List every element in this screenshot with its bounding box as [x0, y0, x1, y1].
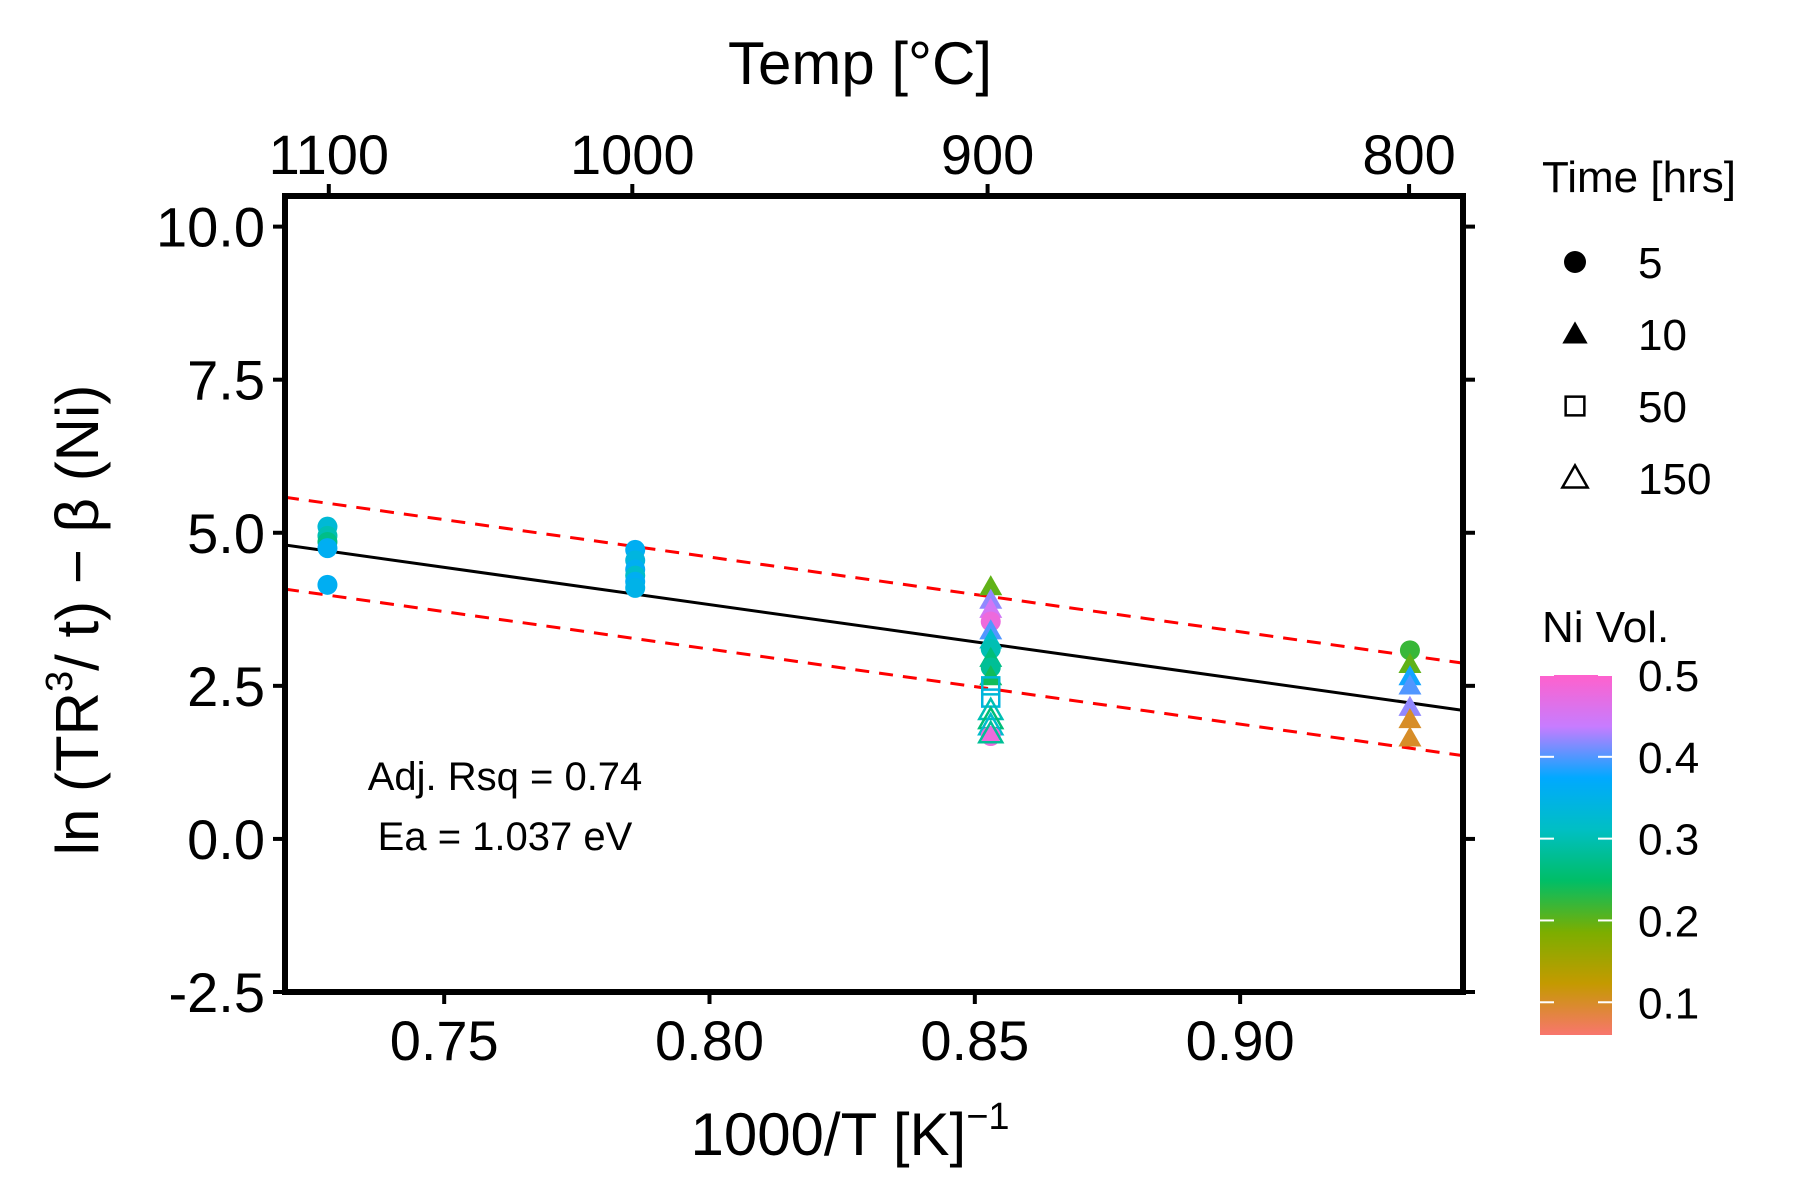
data-point — [625, 577, 646, 598]
color-bar-label: 0.1 — [1638, 979, 1699, 1028]
fit-line — [285, 543, 1463, 712]
color-bar-label: 0.5 — [1638, 652, 1699, 701]
x-tick-label: 0.90 — [1186, 1009, 1295, 1072]
x-tick-label: 0.75 — [390, 1009, 499, 1072]
y-tick-label: 2.5 — [187, 655, 265, 718]
legend-time-title: Time [hrs] — [1542, 153, 1736, 202]
data-point — [977, 719, 1005, 744]
annotation-rsq: Adj. Rsq = 0.74 — [368, 755, 643, 799]
y-axis-title: ln (TR3/ t) − β (Ni) — [39, 385, 111, 856]
legend-color-title: Ni Vol. — [1542, 603, 1669, 652]
top-tick-label: 1100 — [269, 123, 389, 186]
data-point — [1398, 674, 1422, 695]
legend-time-label: 150 — [1638, 455, 1711, 504]
top-tick-label: 800 — [1362, 123, 1455, 186]
legend-time-key — [1564, 251, 1586, 273]
legend-time-label: 10 — [1638, 311, 1687, 360]
top-axis-title: Temp [°C] — [728, 30, 992, 97]
data-point — [317, 538, 338, 559]
data-point — [980, 676, 1001, 696]
top-tick-label: 900 — [941, 123, 1034, 186]
legend-time: Time [hrs] 5 10 50 150 — [1542, 153, 1736, 504]
band-lower-line — [285, 587, 1463, 758]
color-bar — [1540, 675, 1612, 1035]
panel-border — [282, 193, 1466, 995]
legend-color: Ni Vol. 0.5 0.4 0.3 0.2 0.1 — [1540, 603, 1699, 1035]
data-point — [317, 574, 338, 595]
y-tick-label: 0.0 — [187, 808, 265, 871]
data-point — [1398, 708, 1422, 729]
data-point — [979, 665, 1003, 686]
top-tick-label: 1000 — [570, 123, 695, 186]
data-point — [1398, 695, 1422, 716]
band-upper-line — [285, 495, 1463, 665]
y-axis-title-part1: ln (TR — [44, 692, 111, 855]
plot-area — [285, 495, 1463, 758]
axes: 0.75 0.80 0.85 0.90 -2.5 0.0 2.5 5.0 7.5 10.01100… — [156, 123, 1475, 1072]
x-tick-label: 0.85 — [920, 1009, 1029, 1072]
x-axis-title: 1000/T [K]−1 — [690, 1096, 1009, 1168]
x-axis-title-superscript: −1 — [966, 1096, 1009, 1138]
annotation-ea: Ea = 1.037 eV — [378, 815, 633, 859]
data-point — [1398, 726, 1422, 747]
data-point — [979, 575, 1003, 596]
x-tick-label: 0.80 — [655, 1009, 764, 1072]
legend-time-label: 5 — [1638, 239, 1662, 288]
color-bar-label: 0.2 — [1638, 897, 1699, 946]
legend-time-key — [1564, 395, 1586, 417]
y-tick-label: 7.5 — [187, 349, 265, 412]
data-point — [1399, 640, 1420, 661]
y-tick-label: 10.0 — [156, 196, 265, 259]
x-axis-title-main: 1000/T [K] — [690, 1101, 966, 1168]
color-bar-label: 0.3 — [1638, 816, 1699, 865]
legend-time-key — [1560, 462, 1590, 489]
y-tick-label: -2.5 — [169, 961, 266, 1024]
y-axis-title-superscript: 3 — [39, 671, 81, 692]
y-tick-label: 5.0 — [187, 502, 265, 565]
data-point — [977, 696, 1005, 721]
data-point — [1398, 652, 1422, 674]
data-point — [979, 597, 1003, 618]
legend-time-label: 50 — [1638, 383, 1687, 432]
color-bar-label: 0.4 — [1638, 734, 1699, 783]
y-axis-title-part2: / t) − β (Ni) — [44, 385, 111, 671]
legend-time-key — [1562, 321, 1588, 344]
